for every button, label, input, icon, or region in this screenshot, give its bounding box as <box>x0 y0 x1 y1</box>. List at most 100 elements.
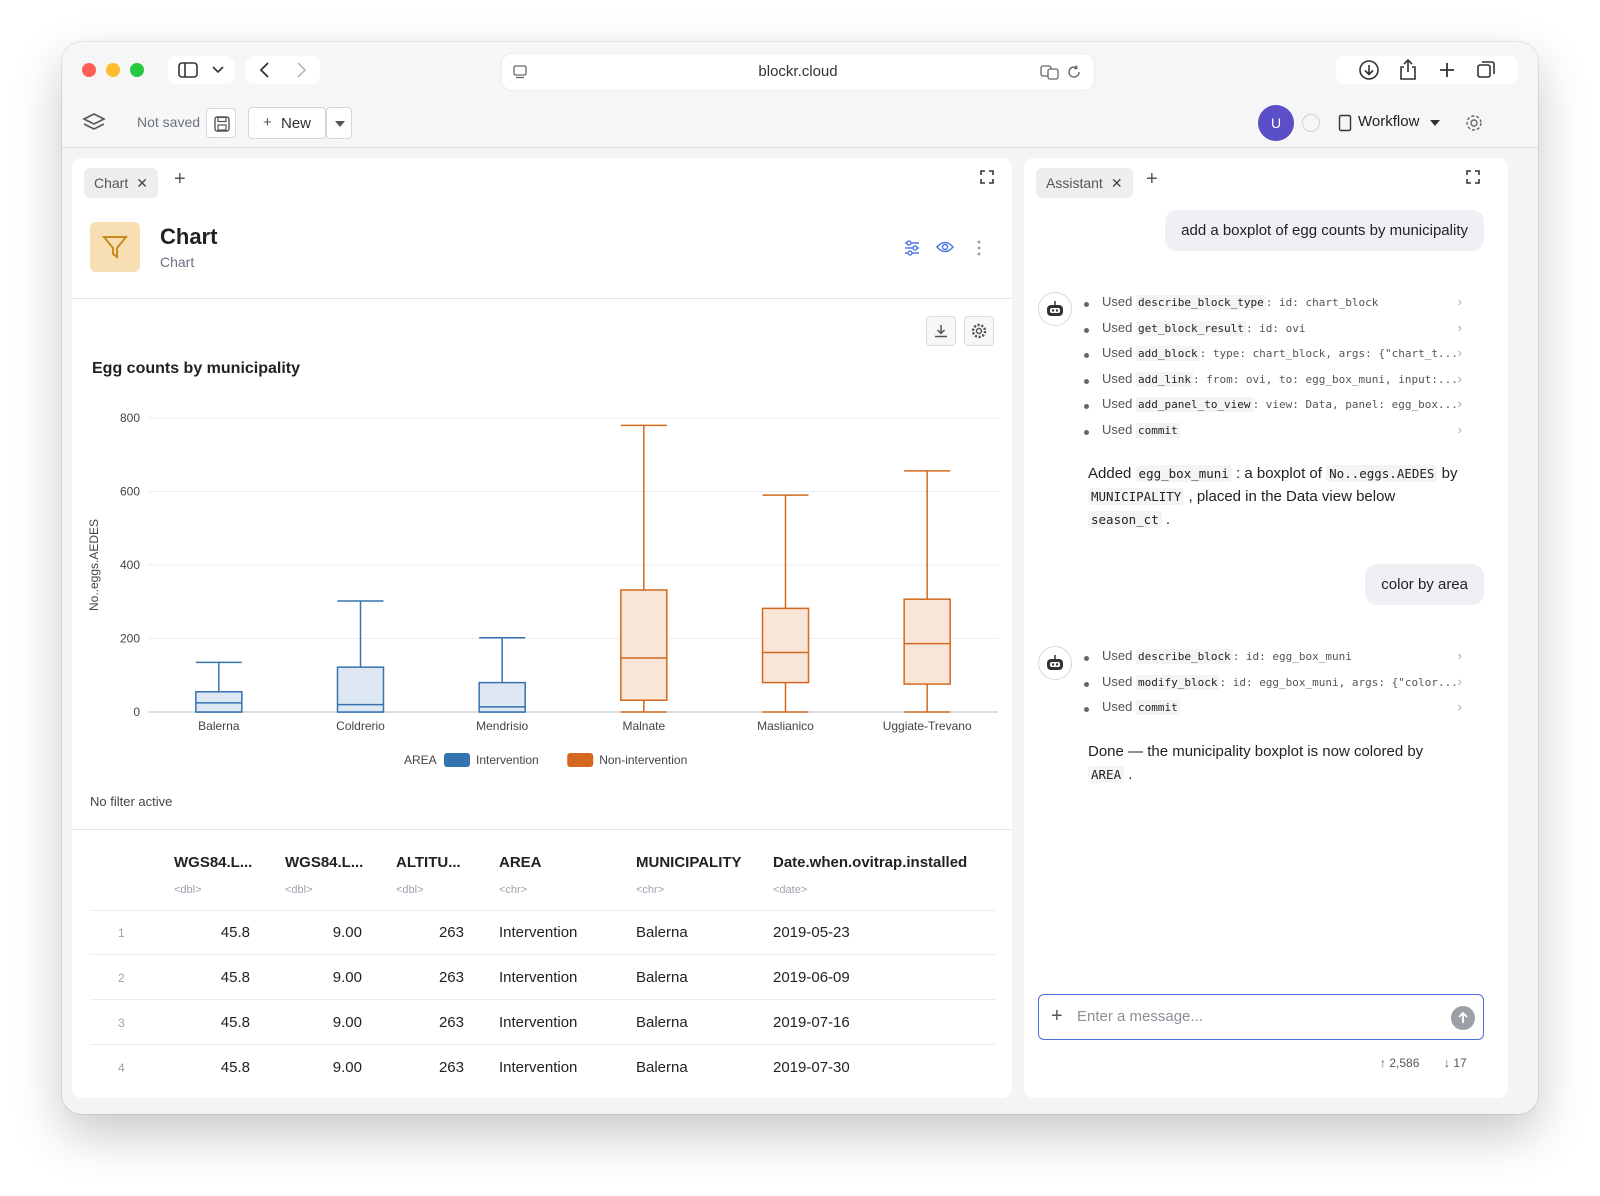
workflow-selector[interactable]: Workflow <box>1358 113 1420 130</box>
funnel-icon <box>101 236 129 259</box>
chevron-right-icon: › <box>1457 345 1462 361</box>
sliders-icon[interactable] <box>904 240 920 256</box>
table-cell: 9.00 <box>332 924 362 941</box>
tool-call-item[interactable]: Used describe_block: id: egg_box_muni › <box>1084 648 1462 670</box>
x-tick-label: Balerna <box>198 719 240 733</box>
chevron-right-icon: › <box>1457 422 1462 437</box>
chevron-right-icon: › <box>1457 370 1462 386</box>
bullet <box>1084 327 1089 333</box>
tool-name: add_link <box>1135 371 1193 387</box>
send-button[interactable] <box>1451 1006 1475 1030</box>
chevron-right-icon: › <box>1457 396 1462 412</box>
table-cell: 2019-06-09 <box>773 969 850 986</box>
reply-code: No..eggs.AEDES <box>1326 465 1438 482</box>
new-button[interactable]: + New <box>248 107 326 139</box>
tool-call-item[interactable]: Used commit › <box>1084 422 1462 444</box>
address-bar[interactable]: blockr.cloud <box>502 54 1094 90</box>
more-vertical-icon[interactable] <box>976 240 982 256</box>
y-tick-label: 400 <box>120 558 140 572</box>
tool-name: describe_block <box>1135 649 1233 664</box>
reload-icon[interactable] <box>1066 64 1082 80</box>
tool-used-label: Used <box>1102 648 1136 663</box>
bullet <box>1084 656 1089 661</box>
reply-text: , placed in the Data view below <box>1184 488 1396 505</box>
app-toolbar: Not saved + New U Workflow <box>62 98 1538 148</box>
sidebar-toggle-button[interactable] <box>168 56 234 84</box>
row-number: 4 <box>118 1061 125 1075</box>
add-tab-button[interactable]: + <box>1146 168 1158 190</box>
tool-call-text: Used describe_block_type: id: chart_bloc… <box>1102 294 1378 310</box>
column-type: <chr> <box>636 884 665 896</box>
gear-icon[interactable] <box>1464 113 1484 133</box>
attach-plus-icon[interactable]: + <box>1051 1005 1063 1027</box>
table-cell: 45.8 <box>220 1014 250 1031</box>
tabs-overview-icon[interactable] <box>1476 60 1496 80</box>
tool-call-item[interactable]: Used commit › <box>1084 699 1462 721</box>
layers-icon[interactable] <box>82 112 106 134</box>
download-icon <box>935 325 947 338</box>
download-chart-button[interactable] <box>926 316 956 346</box>
reply-text: by <box>1437 465 1458 482</box>
user-avatar[interactable]: U <box>1258 105 1294 141</box>
tool-call-item[interactable]: Used add_link: from: ovi, to: egg_box_mu… <box>1084 371 1462 393</box>
caret-down-icon[interactable] <box>1430 120 1440 126</box>
tool-call-item[interactable]: Used modify_block: id: egg_box_muni, arg… <box>1084 674 1462 696</box>
translate-icon[interactable] <box>1040 64 1060 80</box>
back-arrow-icon[interactable] <box>258 61 270 79</box>
new-dropdown-button[interactable] <box>326 107 352 139</box>
tool-used-label: Used <box>1102 345 1136 361</box>
chevron-down-icon <box>212 66 224 74</box>
column-header[interactable]: AREA <box>499 854 542 871</box>
column-header[interactable]: Date.when.ovitrap.installed <box>773 854 968 871</box>
legend-swatch <box>444 753 470 767</box>
chart-settings-button[interactable] <box>964 316 994 346</box>
close-tab-icon[interactable]: ✕ <box>1110 174 1123 191</box>
add-tab-button[interactable]: + <box>174 168 186 190</box>
column-type: <chr> <box>499 884 528 896</box>
minimize-window-button[interactable] <box>106 63 120 77</box>
block-title: Chart <box>160 224 218 249</box>
tab-assistant[interactable]: Assistant ✕ <box>1036 168 1133 198</box>
page-settings-icon[interactable] <box>512 64 528 80</box>
expand-icon[interactable] <box>1466 170 1480 184</box>
column-header[interactable]: WGS84.L... <box>174 854 253 871</box>
forward-arrow-icon[interactable] <box>296 61 308 79</box>
table-row-divider <box>90 954 996 955</box>
bullet <box>1084 378 1089 384</box>
expand-icon[interactable] <box>980 170 994 184</box>
message-input[interactable]: Enter a message... <box>1077 1008 1203 1025</box>
save-button[interactable] <box>206 108 236 138</box>
close-tab-icon[interactable]: ✕ <box>136 174 148 191</box>
new-tab-icon[interactable] <box>1438 61 1456 79</box>
close-window-button[interactable] <box>82 63 96 77</box>
filter-status: No filter active <box>90 794 173 809</box>
message-input-box[interactable]: + Enter a message... <box>1038 994 1484 1040</box>
tool-used-label: Used <box>1102 370 1136 386</box>
tool-call-text: Used add_block: type: chart_block, args:… <box>1102 345 1458 362</box>
download-icon[interactable] <box>1358 59 1380 81</box>
tool-name: commit <box>1135 700 1180 716</box>
table-cell: 2019-05-23 <box>773 924 850 941</box>
tab-chart[interactable]: Chart ✕ <box>84 168 158 198</box>
column-type: <date> <box>773 884 808 896</box>
box <box>761 607 810 684</box>
assistant-reply: Added egg_box_muni : a boxplot of No..eg… <box>1088 462 1488 531</box>
share-icon[interactable] <box>1398 59 1418 81</box>
tool-call-item[interactable]: Used add_panel_to_view: view: Data, pane… <box>1084 396 1462 418</box>
plus-icon: + <box>263 114 272 131</box>
column-header[interactable]: MUNICIPALITY <box>636 854 742 871</box>
maximize-window-button[interactable] <box>130 63 144 77</box>
column-header[interactable]: ALTITU... <box>396 854 461 871</box>
tool-args: : id: egg_box_muni, args: {"color... <box>1219 675 1458 689</box>
tool-call-text: Used commit <box>1102 699 1180 716</box>
tool-name: describe_block_type <box>1135 295 1266 310</box>
chart-title: Egg counts by municipality <box>92 360 301 377</box>
chart-panel: Chart ✕ + Chart Chart Egg counts by muni… <box>72 158 1012 1098</box>
column-header[interactable]: WGS84.L... <box>285 854 364 871</box>
eye-icon[interactable] <box>936 240 954 254</box>
y-tick-label: 0 <box>133 705 140 719</box>
tool-call-item[interactable]: Used describe_block_type: id: chart_bloc… <box>1084 294 1462 316</box>
reply-code: season_ct <box>1088 511 1162 528</box>
tool-call-item[interactable]: Used add_block: type: chart_block, args:… <box>1084 345 1462 367</box>
tool-call-item[interactable]: Used get_block_result: id: ovi › <box>1084 320 1462 342</box>
